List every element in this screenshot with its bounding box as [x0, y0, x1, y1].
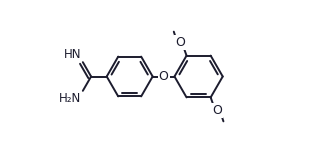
- Text: O: O: [212, 104, 222, 117]
- Text: O: O: [159, 70, 169, 83]
- Text: H₂N: H₂N: [59, 92, 81, 105]
- Text: O: O: [175, 36, 185, 49]
- Text: HN: HN: [64, 48, 81, 61]
